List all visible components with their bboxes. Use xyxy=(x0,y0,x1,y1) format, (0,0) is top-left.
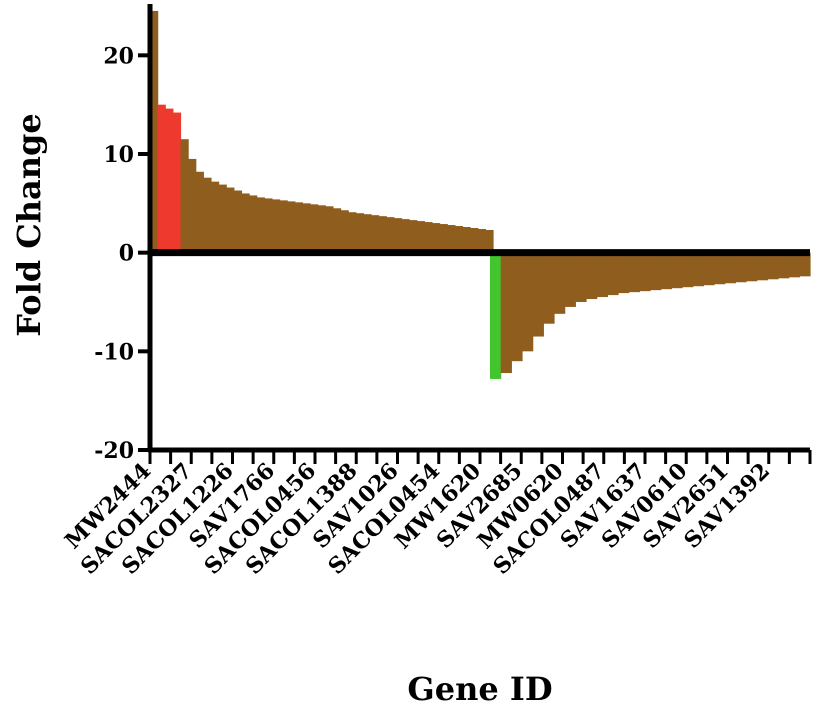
bar-up-15 xyxy=(264,198,273,253)
bar-up-21 xyxy=(310,204,319,253)
bar-up-19 xyxy=(294,202,304,253)
bar-down-3 xyxy=(522,252,534,352)
bar-down-11 xyxy=(607,252,619,296)
y-axis-title: Fold Change xyxy=(10,113,48,336)
bar-down-16 xyxy=(660,252,672,290)
bar-down-27 xyxy=(778,252,790,279)
bar-up-38 xyxy=(439,224,448,253)
bar-down-20 xyxy=(703,252,715,286)
x-axis-title: Gene ID xyxy=(407,670,552,708)
bar-down-18 xyxy=(682,252,694,288)
bar-up-40 xyxy=(454,226,464,253)
bar-down-4 xyxy=(532,252,544,337)
bar-up-8 xyxy=(210,181,220,253)
bar-up-30 xyxy=(378,216,387,253)
bar-down-8 xyxy=(575,252,587,302)
bar-up-34 xyxy=(409,220,418,253)
bars-group xyxy=(150,10,811,379)
bar-up-42 xyxy=(470,228,479,253)
bar-up-14 xyxy=(256,197,265,253)
bar-down-29 xyxy=(799,252,811,277)
y-tick-label-1: -10 xyxy=(94,339,134,365)
bar-down-15 xyxy=(650,252,662,291)
bar-up-11 xyxy=(233,190,243,253)
bar-up-33 xyxy=(401,219,410,253)
bar-up-44 xyxy=(485,229,494,253)
y-tick-label-3: 10 xyxy=(103,142,134,168)
bar-up-17 xyxy=(279,200,288,253)
bar-up-22 xyxy=(317,205,326,253)
bar-up-32 xyxy=(393,218,403,253)
bar-up-13 xyxy=(249,195,258,253)
bar-up-9 xyxy=(218,184,227,253)
bar-down-12 xyxy=(618,252,630,294)
bar-up-4 xyxy=(180,139,189,253)
bar-down-14 xyxy=(639,252,651,292)
y-tick-label-4: 20 xyxy=(103,43,134,69)
bar-down-22 xyxy=(724,252,736,284)
bar-down-0 xyxy=(490,252,502,379)
bar-up-23 xyxy=(325,206,334,253)
bar-up-25 xyxy=(340,210,349,253)
bar-up-1 xyxy=(157,104,166,253)
bar-down-28 xyxy=(788,252,800,278)
bar-down-10 xyxy=(596,252,608,298)
bar-up-2 xyxy=(165,108,174,253)
bar-down-5 xyxy=(543,252,555,324)
bar-up-20 xyxy=(302,203,311,253)
bar-up-26 xyxy=(348,212,357,253)
bar-up-39 xyxy=(447,225,456,253)
bar-up-5 xyxy=(188,158,197,253)
bar-up-28 xyxy=(363,214,372,253)
bar-down-23 xyxy=(735,252,747,283)
bar-up-10 xyxy=(226,187,235,253)
bar-up-6 xyxy=(195,171,204,253)
bar-down-26 xyxy=(767,252,779,280)
bar-up-29 xyxy=(371,215,380,253)
bar-up-3 xyxy=(172,112,182,253)
bar-down-6 xyxy=(554,252,566,314)
bar-down-25 xyxy=(756,252,768,281)
bar-up-27 xyxy=(355,213,365,253)
bar-down-24 xyxy=(746,252,758,282)
bar-up-16 xyxy=(271,199,281,253)
bar-down-7 xyxy=(564,252,576,307)
bar-up-31 xyxy=(386,217,395,253)
y-tick-label-2: 0 xyxy=(119,241,134,267)
bar-up-41 xyxy=(462,227,471,253)
bar-up-37 xyxy=(432,223,441,253)
bar-down-9 xyxy=(586,252,598,300)
bar-down-13 xyxy=(628,252,640,293)
bar-up-7 xyxy=(203,177,212,253)
bar-up-18 xyxy=(287,201,296,253)
bar-down-17 xyxy=(671,252,683,289)
bar-up-43 xyxy=(477,228,486,253)
bar-down-2 xyxy=(511,252,523,362)
bar-up-12 xyxy=(241,193,250,253)
bar-down-19 xyxy=(692,252,704,287)
bar-down-1 xyxy=(500,252,512,374)
bar-up-0 xyxy=(150,10,159,253)
bar-up-24 xyxy=(332,208,342,253)
bar-up-36 xyxy=(424,222,433,253)
y-tick-label-0: -20 xyxy=(94,438,134,464)
bar-up-35 xyxy=(416,221,425,253)
bar-down-21 xyxy=(714,252,726,285)
